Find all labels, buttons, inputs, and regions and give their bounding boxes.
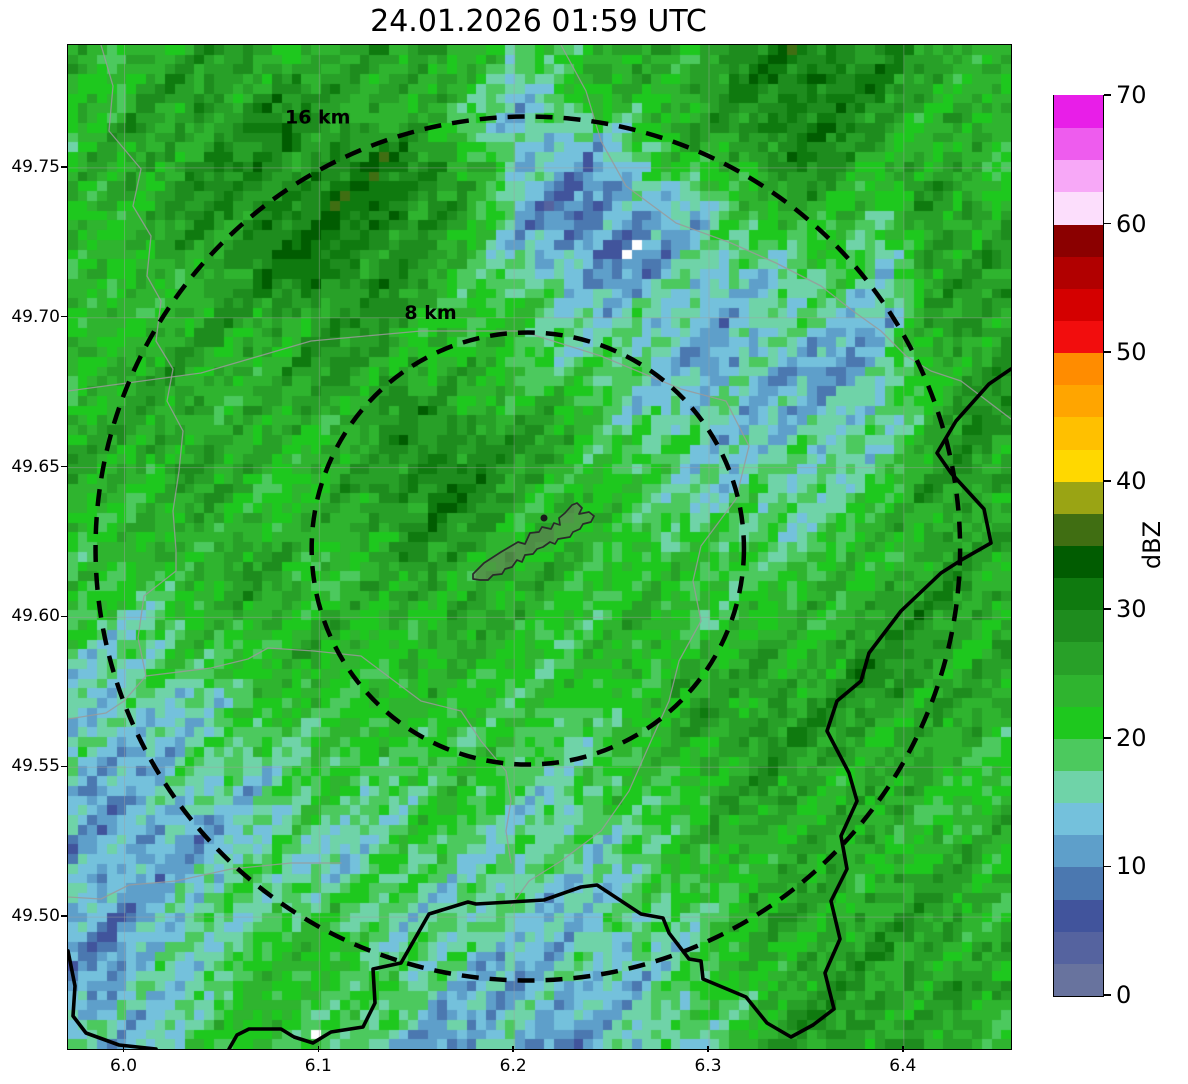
x-axis-tick-label: 6.2 (499, 1056, 527, 1076)
range-ring-16km (93, 114, 963, 983)
colorbar-tick-label: 40 (1116, 466, 1147, 495)
colorbar-tick-label: 60 (1116, 209, 1147, 238)
y-axis-tick-label: 49.55 (11, 756, 60, 777)
colorbar-segment (1054, 320, 1103, 354)
colorbar-segment (1054, 448, 1103, 482)
colorbar-tick-mark (1104, 737, 1111, 739)
colorbar (1053, 95, 1104, 997)
colorbar-segment (1054, 898, 1103, 932)
x-axis-tick-label: 6.4 (889, 1056, 917, 1076)
colorbar-segment (1054, 641, 1103, 675)
map-plot: 8 km 16 km (67, 44, 1012, 1050)
colorbar-segment (1054, 834, 1103, 868)
y-tick-mark (61, 465, 67, 468)
y-axis-tick-label: 49.75 (11, 156, 60, 177)
country-border-path (227, 883, 815, 1049)
colorbar-segment (1054, 416, 1103, 450)
colorbar-segment (1054, 95, 1103, 129)
colorbar-segment (1054, 513, 1103, 546)
colorbar-segment (1054, 191, 1103, 225)
x-tick-mark (512, 1046, 514, 1052)
colorbar-segment (1054, 963, 1103, 996)
y-tick-mark (61, 315, 67, 318)
radar-site-dot (540, 514, 548, 522)
colorbar-tick-label: 20 (1116, 723, 1147, 752)
colorbar-segment (1054, 738, 1103, 771)
x-tick-mark (317, 1046, 320, 1052)
colorbar-tick-mark (1104, 994, 1111, 996)
admin-border-path (68, 45, 184, 720)
range-ring-label: 8 km (404, 302, 456, 324)
colorbar-tick-label: 70 (1116, 81, 1147, 109)
x-tick-mark (707, 1046, 709, 1052)
colorbar-segment (1054, 288, 1103, 321)
colorbar-tick-label: 0 (1116, 981, 1132, 1009)
country-border-path (811, 367, 1011, 1027)
x-axis-tick-label: 6.3 (694, 1056, 722, 1076)
range-ring-8km (309, 330, 747, 767)
y-tick-mark (61, 915, 67, 917)
y-tick-mark (61, 615, 67, 618)
airport-outline (472, 502, 595, 581)
colorbar-segment (1054, 802, 1103, 836)
country-border-path (68, 949, 158, 1049)
x-tick-mark (902, 1046, 904, 1052)
colorbar-tick-label: 10 (1116, 852, 1147, 881)
y-axis-tick-label: 49.50 (11, 906, 60, 927)
map-overlay-svg: 8 km 16 km (68, 45, 1011, 1049)
colorbar-tick-mark (1104, 351, 1111, 353)
colorbar-tick-mark (1104, 94, 1111, 96)
colorbar-segment (1054, 545, 1103, 579)
colorbar-segment (1054, 577, 1103, 611)
colorbar-segment (1054, 673, 1103, 707)
colorbar-segment (1054, 706, 1103, 739)
y-axis-tick-label: 49.65 (11, 456, 60, 477)
colorbar-unit-label: dBZ (1138, 520, 1166, 570)
x-axis-tick-label: 6.1 (304, 1056, 332, 1076)
colorbar-segment (1054, 609, 1103, 643)
colorbar-tick-label: 30 (1116, 595, 1147, 624)
colorbar-segment (1054, 127, 1103, 161)
colorbar-tick-label: 50 (1116, 338, 1147, 367)
admin-border-path (560, 45, 1011, 420)
y-axis-tick-label: 49.70 (11, 306, 60, 327)
colorbar-segment (1054, 384, 1103, 418)
admin-border-path (145, 647, 512, 864)
colorbar-tick-mark (1104, 865, 1111, 868)
colorbar-tick-mark (1104, 608, 1111, 611)
colorbar-segment (1054, 256, 1103, 289)
admin-border-path (68, 862, 342, 900)
y-tick-mark (61, 166, 67, 168)
colorbar-tick-mark (1104, 479, 1111, 482)
admin-border-path (68, 330, 750, 907)
range-ring-label: 16 km (285, 106, 351, 128)
y-tick-mark (61, 765, 67, 768)
x-axis-tick-label: 6.0 (109, 1056, 138, 1076)
colorbar-segment (1054, 866, 1103, 900)
colorbar-segment (1054, 223, 1103, 257)
y-axis-tick-label: 49.60 (11, 606, 60, 627)
colorbar-segment (1054, 481, 1103, 514)
plot-title: 24.01.2026 01:59 UTC (370, 4, 707, 39)
colorbar-tick-mark (1104, 222, 1111, 225)
colorbar-segment (1054, 352, 1103, 386)
colorbar-segment (1054, 931, 1103, 964)
colorbar-segment (1054, 770, 1103, 804)
colorbar-segment (1054, 159, 1103, 193)
x-tick-mark (122, 1046, 125, 1052)
